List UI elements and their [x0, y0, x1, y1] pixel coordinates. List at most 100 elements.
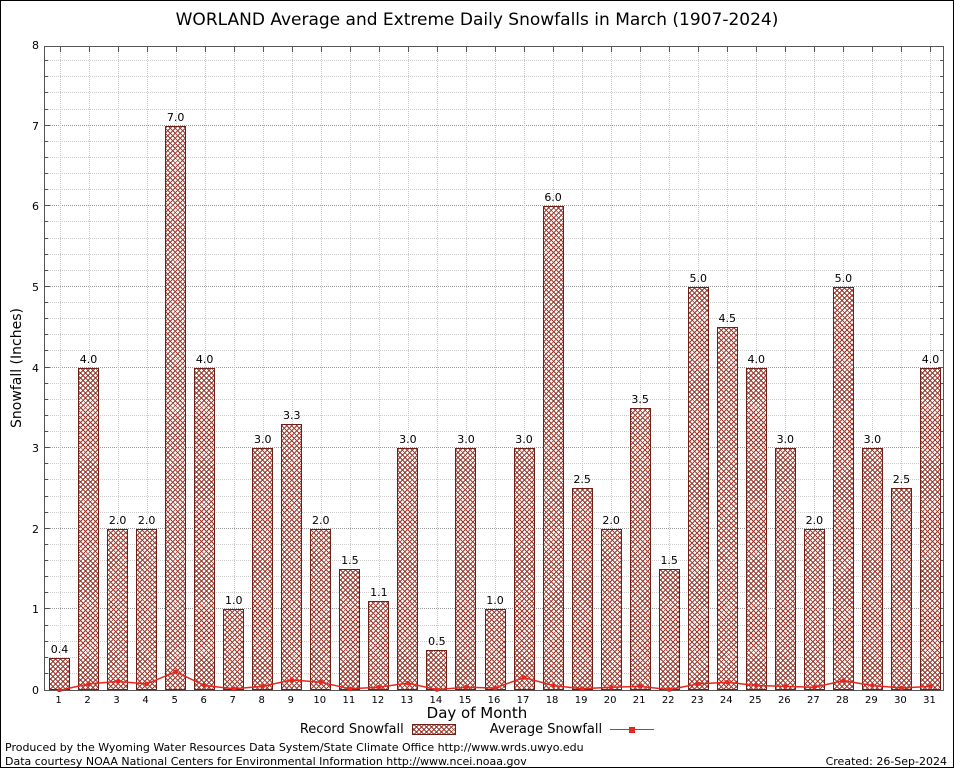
y-minor-tick	[45, 334, 48, 336]
y-minor-tick	[940, 92, 943, 94]
grid-line-horizontal	[45, 382, 943, 384]
bar-value-label: 1.0	[486, 594, 504, 608]
bar-value-label: 4.5	[718, 312, 737, 326]
grid-line-vertical	[59, 47, 61, 690]
record-snowfall-bar	[687, 286, 709, 690]
x-tick	[814, 47, 816, 52]
bar-value-label: 5.0	[689, 271, 707, 285]
y-minor-tick	[45, 656, 48, 658]
grid-line-horizontal	[45, 527, 943, 529]
x-tick	[146, 47, 148, 52]
grid-line-horizontal	[45, 495, 943, 497]
x-tick	[320, 47, 322, 52]
grid-line-horizontal	[45, 447, 943, 449]
x-tick	[495, 47, 496, 52]
record-snowfall-bar	[49, 657, 71, 690]
grid-line-vertical	[146, 47, 148, 690]
y-minor-tick	[45, 156, 48, 158]
record-snowfall-swatch-icon	[411, 724, 456, 735]
y-tick	[45, 608, 50, 610]
x-axis-label: Day of Month	[426, 704, 528, 722]
bar-value-label: 2.0	[312, 513, 330, 527]
y-minor-tick	[45, 221, 48, 223]
x-tick	[553, 47, 555, 52]
bar-value-label: 3.5	[631, 392, 649, 406]
record-snowfall-bar	[658, 569, 680, 690]
y-tick	[45, 205, 50, 207]
y-minor-tick	[940, 253, 943, 255]
y-minor-tick	[940, 237, 943, 239]
grid-line-horizontal	[45, 108, 943, 110]
bar-value-label: 1.5	[341, 554, 359, 568]
record-snowfall-bar	[310, 528, 332, 690]
bar-value-label: 2.0	[108, 513, 127, 527]
grid-line-horizontal	[45, 140, 943, 142]
legend-average-label: Average Snowfall	[489, 722, 603, 737]
bar-value-label: 2.0	[137, 513, 156, 527]
y-tick	[938, 366, 943, 368]
y-tick	[938, 285, 943, 287]
y-minor-tick	[940, 189, 943, 191]
grid-line-horizontal	[45, 543, 943, 545]
y-minor-tick	[940, 672, 943, 674]
x-tick	[262, 47, 264, 52]
grid-line-horizontal	[45, 350, 943, 352]
chart-title: WORLAND Average and Extreme Daily Snowfa…	[175, 10, 779, 30]
y-minor-tick	[45, 479, 48, 481]
grid-line-vertical	[872, 47, 874, 690]
grid-line-horizontal	[45, 334, 943, 336]
y-minor-tick	[45, 414, 48, 416]
y-minor-tick	[940, 140, 943, 142]
bar-value-label: 3.0	[776, 433, 795, 447]
y-minor-tick	[45, 237, 48, 239]
record-snowfall-bar	[716, 327, 738, 690]
record-snowfall-bar	[832, 286, 854, 690]
grid-line-horizontal	[45, 92, 943, 94]
y-minor-tick	[940, 108, 943, 110]
y-minor-tick	[45, 543, 48, 545]
record-snowfall-bar	[803, 528, 825, 690]
y-tick-label: 6	[32, 200, 39, 214]
bar-value-label: 4.0	[921, 352, 940, 366]
x-tick	[204, 47, 206, 52]
y-axis-label: Snowfall (Inches)	[9, 308, 25, 428]
grid-line-horizontal	[45, 398, 943, 400]
x-tick	[349, 47, 351, 52]
y-minor-tick	[940, 302, 943, 303]
bar-value-label: 2.0	[805, 513, 824, 527]
bar-value-label: 7.0	[166, 110, 185, 124]
y-minor-tick	[45, 318, 48, 320]
bar-value-label: 2.5	[892, 473, 911, 487]
y-minor-tick	[940, 382, 943, 384]
x-tick	[872, 47, 874, 52]
grid-line-vertical	[436, 47, 438, 690]
bar-value-label: 3.0	[515, 433, 533, 447]
record-snowfall-bar	[745, 367, 767, 690]
grid-line-vertical	[524, 47, 526, 690]
grid-line-vertical	[582, 47, 584, 690]
average-snowfall-swatch-icon	[610, 724, 655, 735]
grid-line-vertical	[640, 47, 642, 690]
y-minor-tick	[45, 560, 48, 561]
x-tick	[436, 47, 438, 52]
grid-line-horizontal	[45, 237, 943, 239]
bar-value-label: 1.5	[660, 554, 678, 568]
record-snowfall-bar	[252, 448, 274, 690]
y-minor-tick	[45, 382, 48, 384]
y-minor-tick	[45, 672, 48, 674]
x-tick	[524, 47, 526, 52]
bar-value-label: 3.0	[253, 433, 272, 447]
grid-line-vertical	[407, 47, 409, 690]
x-tick	[901, 47, 903, 52]
grid-line-horizontal	[45, 576, 943, 578]
record-snowfall-bar	[629, 407, 651, 690]
y-minor-tick	[940, 221, 943, 223]
y-minor-tick	[940, 576, 943, 578]
y-minor-tick	[940, 624, 943, 626]
bar-value-label: 1.0	[224, 594, 243, 608]
bar-value-label: 3.3	[283, 408, 301, 422]
y-minor-tick	[45, 640, 48, 642]
y-minor-tick	[940, 350, 943, 352]
grid-line-horizontal	[45, 173, 943, 174]
